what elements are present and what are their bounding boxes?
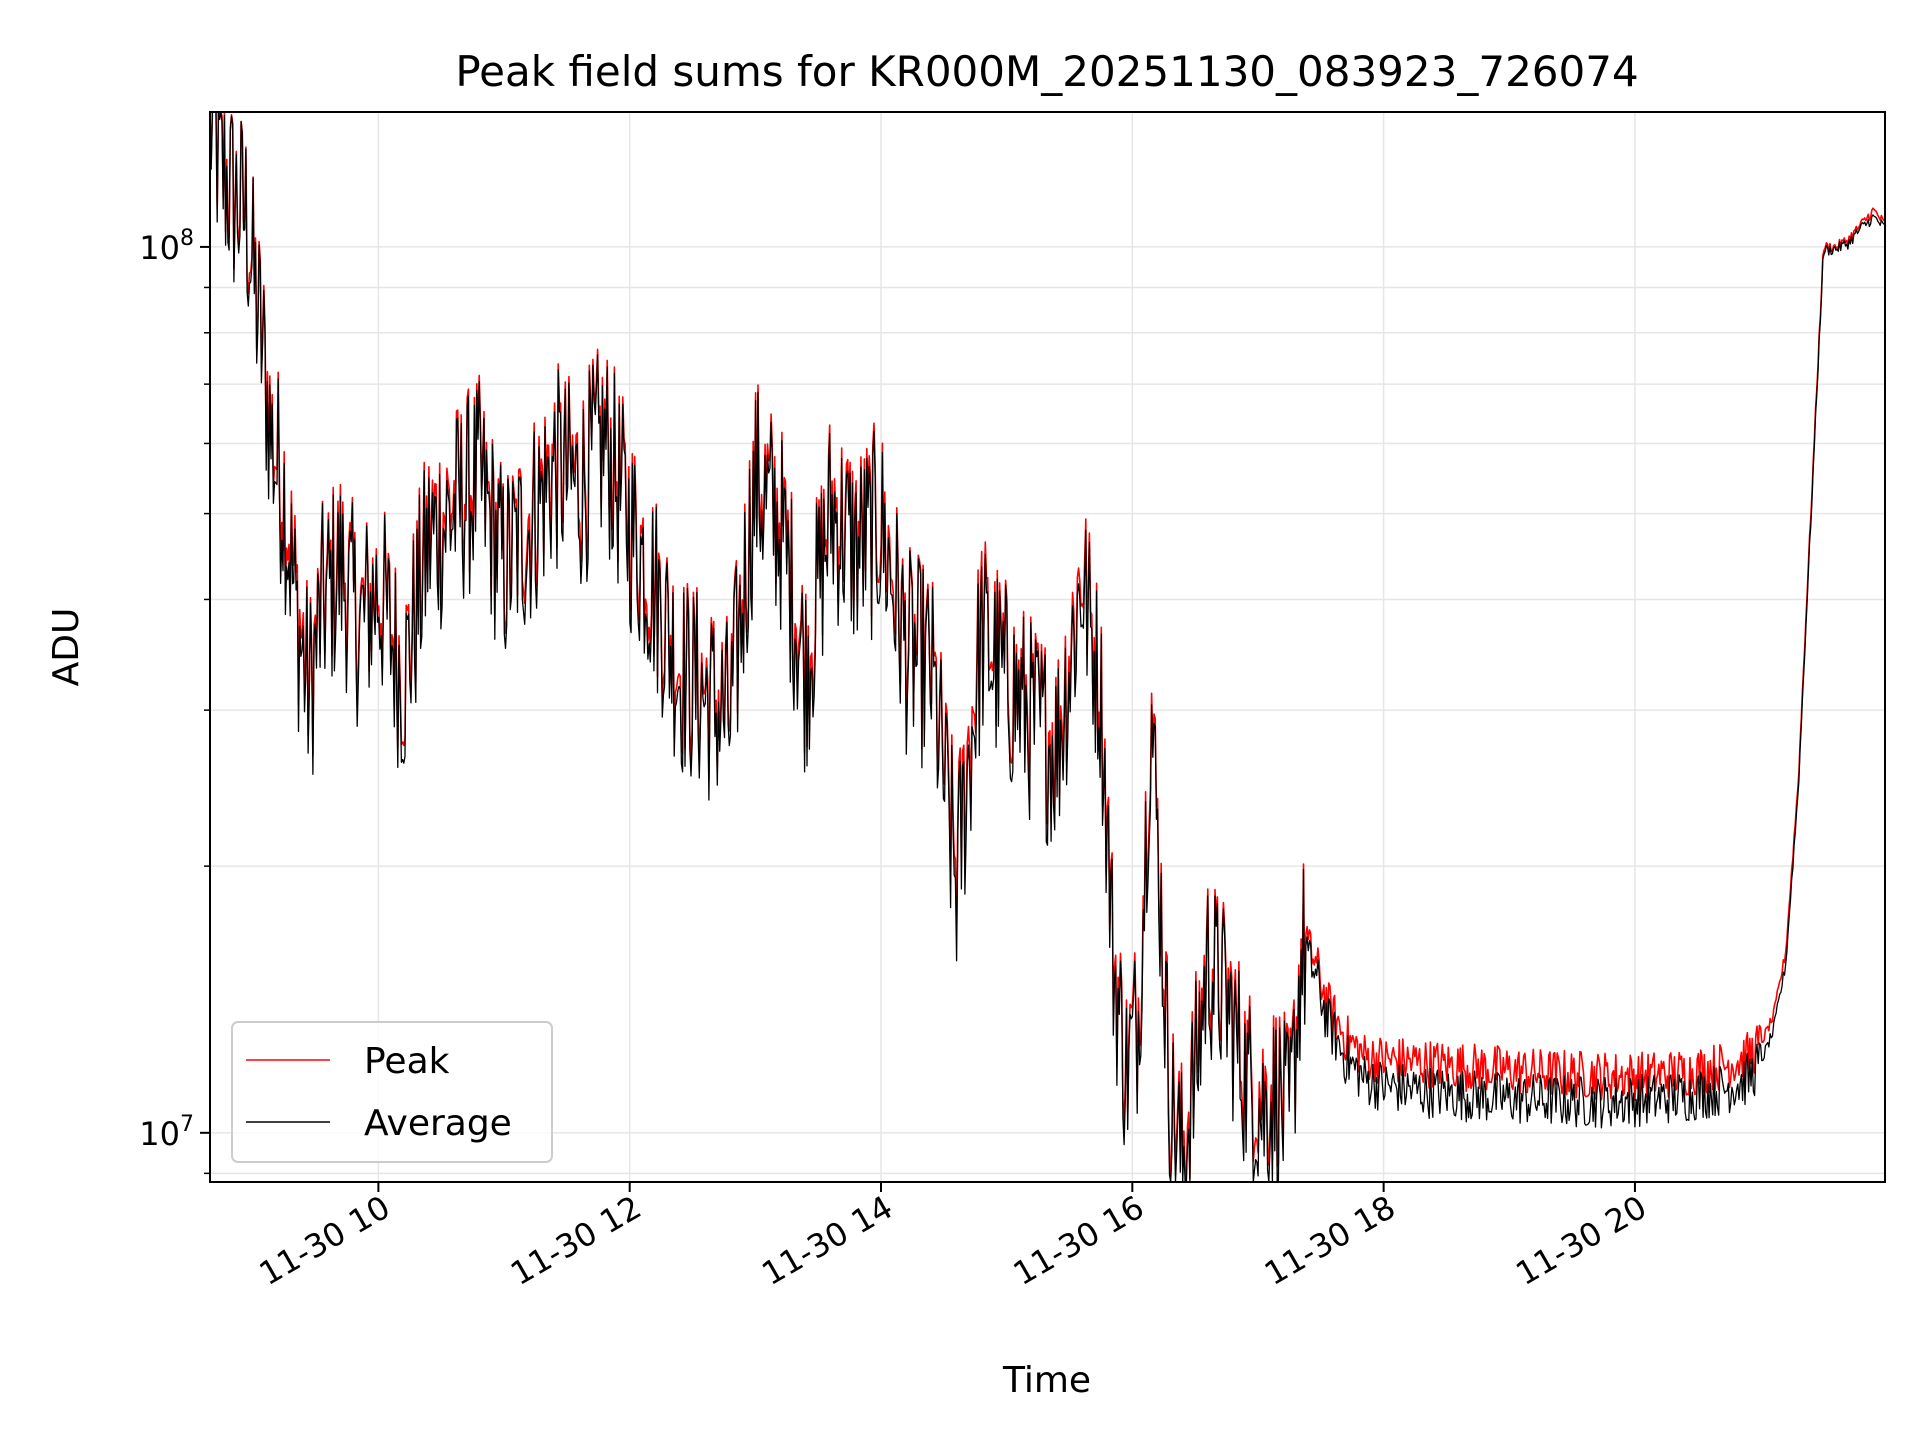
- legend-box: [231, 1021, 553, 1163]
- x-axis-label: Time: [1002, 1360, 1091, 1401]
- series-line-average: [209, 111, 1886, 1183]
- y-tick-label: 107: [139, 1112, 194, 1153]
- legend-average-label: Average: [364, 1103, 512, 1144]
- y-axis-label: ADU: [46, 608, 87, 687]
- chart-title: Peak field sums for KR000M_20251130_0839…: [455, 47, 1638, 96]
- legend: Peak Average: [231, 1021, 553, 1163]
- plot-frame: [209, 111, 1886, 1183]
- y-tick-label: 108: [139, 226, 194, 267]
- y-ticks: 107 108: [139, 226, 210, 1175]
- legend-peak-label: Peak: [364, 1041, 450, 1082]
- series-layer: [209, 111, 1886, 1183]
